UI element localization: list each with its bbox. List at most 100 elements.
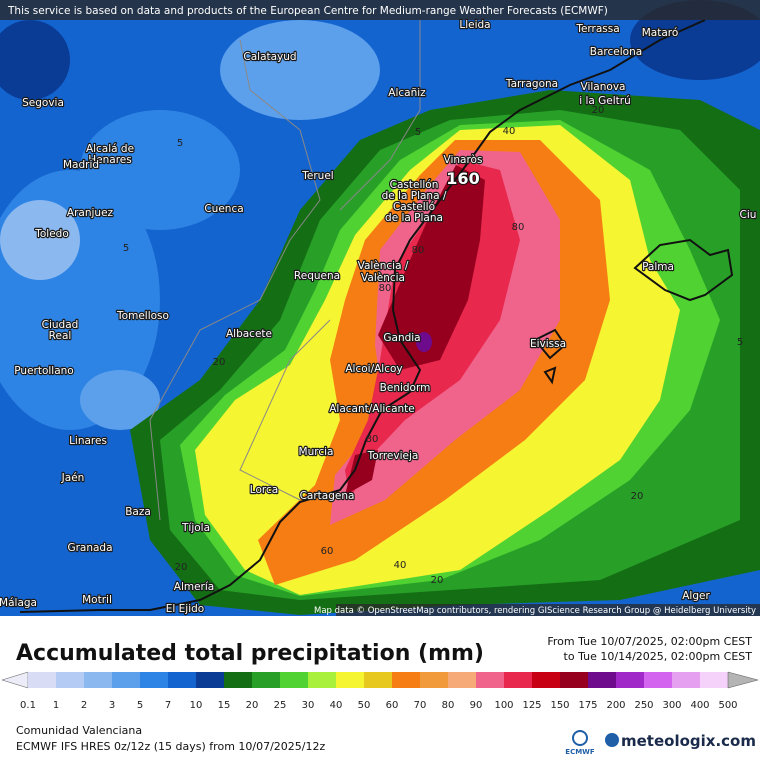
- colorbar-label: 200: [606, 700, 625, 711]
- colorbar-label: 400: [690, 700, 709, 711]
- colorbar-swatch: [308, 672, 336, 688]
- field: [80, 370, 160, 430]
- place: Alcoi/Alcoy: [345, 363, 402, 375]
- contour-label: 80: [412, 245, 425, 256]
- place: Toledo: [34, 228, 69, 240]
- colorbar-label: 2: [81, 700, 87, 711]
- place: Madrid: [63, 159, 99, 171]
- period-from: From Tue 10/07/2025, 02:00pm CEST: [547, 635, 752, 648]
- contour-label: 5: [177, 138, 183, 149]
- header-notice: This service is based on data and produc…: [7, 5, 608, 17]
- place: Vilanova: [581, 81, 626, 93]
- place: Alacant/Alicante: [329, 403, 415, 415]
- coastline: [533, 328, 567, 385]
- place: València: [361, 272, 405, 284]
- field: [0, 20, 70, 100]
- colorbar-label: 300: [662, 700, 681, 711]
- colorbar-swatch: [224, 672, 252, 688]
- contour-label: 20: [431, 575, 444, 586]
- contour-labels: 40 160 80 80 80 20 80 60 40 20 20 20 20 …: [123, 105, 743, 586]
- contour-label: 5: [123, 243, 129, 254]
- footer: Accumulated total precipitation (mm) Fro…: [1, 635, 759, 756]
- place: Albacete: [226, 328, 272, 340]
- ecmwf-icon: [572, 730, 588, 746]
- colorbar-above: [727, 671, 759, 689]
- place: Castellón: [390, 179, 439, 191]
- place: Linares: [69, 435, 107, 447]
- place: i la Geltrú: [579, 95, 631, 107]
- contour-label: 160: [446, 169, 479, 188]
- place: Cuenca: [204, 203, 243, 215]
- place: Aranjuez: [67, 207, 114, 219]
- place: Mataró: [642, 27, 679, 39]
- place: Ciu: [740, 209, 757, 221]
- colorbar-label: 150: [550, 700, 569, 711]
- contour-label: 20: [175, 562, 188, 573]
- place: de la Plana /: [382, 190, 447, 202]
- field: [345, 450, 378, 495]
- colorbar-swatch: [56, 672, 84, 688]
- place: València /: [358, 260, 409, 272]
- attribution: Map data © OpenStreetMap contributors, r…: [314, 606, 756, 616]
- place: Málaga: [0, 597, 37, 609]
- colorbar-swatch: [28, 672, 56, 688]
- colorbar-label: 30: [302, 700, 315, 711]
- field: [0, 200, 80, 280]
- site-icon: [605, 733, 619, 747]
- colorbar-swatch: [336, 672, 364, 688]
- contour-label: 20: [213, 357, 226, 368]
- colorbar-below: [1, 671, 29, 689]
- contour-label: 60: [321, 546, 334, 557]
- place: Castelló: [393, 201, 435, 213]
- colorbar-label: 100: [494, 700, 513, 711]
- colorbar: 0.1 1 2 3 5 7 10 15 20 25 30 40 50 60 70 80 90 100 125 150 1…: [1, 671, 759, 711]
- colorbar-label: 20: [246, 700, 259, 711]
- colorbar-label: 40: [330, 700, 343, 711]
- place: Eivissa: [530, 338, 566, 350]
- contour-label: 80: [379, 283, 392, 294]
- colorbar-label: 125: [522, 700, 541, 711]
- header-bar: [0, 0, 760, 20]
- border: [149, 39, 321, 521]
- colorbar-swatch: [112, 672, 140, 688]
- field: [220, 20, 380, 120]
- region: Comunidad Valenciana: [16, 724, 142, 737]
- place: Granada: [67, 542, 112, 554]
- coastline: [633, 238, 734, 302]
- colorbar-swatch: [420, 672, 448, 688]
- colorbar-swatch: [252, 672, 280, 688]
- place: Henares: [88, 154, 131, 166]
- colorbar-label: 10: [190, 700, 203, 711]
- colorbar-label: 80: [442, 700, 455, 711]
- place: Palma: [642, 261, 674, 273]
- colorbar-label: 0.1: [20, 700, 36, 711]
- place: Barcelona: [590, 46, 642, 58]
- colorbar-label: 7: [165, 700, 171, 711]
- contour-label: 20: [631, 491, 644, 502]
- colorbar-swatch: [196, 672, 224, 688]
- border: [239, 20, 421, 501]
- place: Benidorm: [380, 382, 431, 394]
- place: de la Plana: [385, 212, 443, 224]
- colorbar-label: 90: [470, 700, 483, 711]
- place: Teruel: [301, 170, 333, 182]
- contour-label: 5: [737, 337, 743, 348]
- field: [378, 165, 485, 370]
- logo-ecmwf: ECMWF: [565, 748, 595, 756]
- colorbar-swatch: [644, 672, 672, 688]
- attribution-bar: [336, 604, 760, 616]
- colorbar-swatch: [168, 672, 196, 688]
- place: Alcalá de: [86, 143, 134, 155]
- colorbar-swatch: [616, 672, 644, 688]
- colorbar-label: 70: [414, 700, 427, 711]
- contour-label: 20: [592, 105, 605, 116]
- place: Requena: [294, 270, 340, 282]
- place: Tíjola: [181, 522, 210, 534]
- footer-title: Accumulated total precipitation (mm): [16, 641, 484, 666]
- place: Torrevieja: [367, 450, 419, 462]
- colorbar-swatch: [84, 672, 112, 688]
- contour-label: 40: [503, 126, 516, 137]
- place: Gandia: [383, 332, 420, 344]
